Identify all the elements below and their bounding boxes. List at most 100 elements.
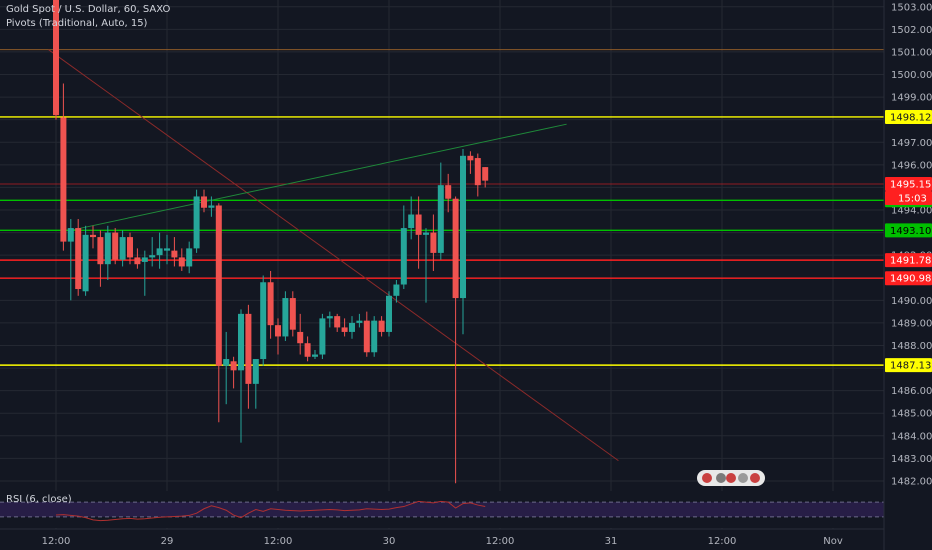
candle-body bbox=[460, 155, 466, 299]
price-tick-label: 1499.00 bbox=[891, 93, 932, 104]
candle[interactable] bbox=[415, 196, 422, 269]
price-tag-box bbox=[885, 358, 932, 373]
candle[interactable] bbox=[186, 241, 193, 274]
candle-body bbox=[67, 228, 74, 242]
price-tag-label: 1490.98 bbox=[890, 274, 931, 285]
candle[interactable] bbox=[104, 225, 111, 280]
time-tick-label: 12:00 bbox=[708, 536, 737, 547]
candle[interactable] bbox=[119, 230, 126, 267]
candle[interactable] bbox=[319, 313, 326, 360]
candle-body bbox=[230, 361, 237, 371]
candle[interactable] bbox=[334, 313, 341, 332]
candle-body bbox=[452, 198, 459, 299]
candle-body bbox=[238, 313, 244, 371]
candle-body bbox=[275, 325, 281, 337]
candle[interactable] bbox=[201, 189, 207, 213]
candle[interactable] bbox=[223, 331, 230, 405]
price-tick-label: 1501.00 bbox=[891, 47, 932, 58]
badge-icon bbox=[716, 473, 726, 483]
candle[interactable] bbox=[297, 313, 304, 355]
candle[interactable] bbox=[252, 359, 259, 409]
candle[interactable] bbox=[75, 219, 82, 296]
badge-icon bbox=[726, 473, 736, 483]
candle[interactable] bbox=[282, 291, 289, 341]
candle[interactable] bbox=[445, 173, 452, 213]
candle[interactable] bbox=[267, 270, 274, 339]
rsi-band bbox=[0, 502, 884, 517]
candle[interactable] bbox=[215, 203, 222, 423]
time-axis[interactable]: 12:00 29 12:00 30 12:00 31 12:00 Nov bbox=[42, 536, 843, 547]
candle[interactable] bbox=[208, 196, 215, 217]
candle[interactable] bbox=[67, 219, 74, 301]
candles[interactable] bbox=[53, 0, 489, 484]
candle[interactable] bbox=[400, 205, 407, 290]
candle[interactable] bbox=[356, 313, 363, 328]
candle[interactable] bbox=[452, 196, 459, 484]
candle-body bbox=[104, 232, 111, 265]
candle-body bbox=[260, 282, 267, 360]
candle[interactable] bbox=[312, 350, 318, 360]
candle[interactable] bbox=[275, 318, 281, 355]
badge-icon bbox=[750, 473, 760, 483]
trendline[interactable] bbox=[70, 123, 567, 231]
candle-body bbox=[423, 232, 429, 235]
candle[interactable] bbox=[178, 248, 185, 271]
candle[interactable] bbox=[149, 237, 156, 267]
candle[interactable] bbox=[423, 228, 429, 303]
candle[interactable] bbox=[193, 189, 200, 253]
candle-body bbox=[467, 155, 474, 161]
candle[interactable] bbox=[60, 83, 67, 251]
candle-body bbox=[178, 257, 185, 267]
candle[interactable] bbox=[482, 167, 489, 188]
candle-body bbox=[149, 255, 156, 258]
candle[interactable] bbox=[82, 225, 89, 296]
candle[interactable] bbox=[371, 316, 378, 357]
candle-body bbox=[349, 322, 355, 332]
candle[interactable] bbox=[171, 237, 178, 267]
indicator-status-badges[interactable] bbox=[697, 470, 765, 486]
candle-body bbox=[82, 234, 89, 292]
candle[interactable] bbox=[164, 234, 170, 265]
candle[interactable] bbox=[238, 309, 244, 443]
candle[interactable] bbox=[260, 275, 267, 366]
candle[interactable] bbox=[437, 162, 444, 260]
candle[interactable] bbox=[53, 0, 59, 120]
trendline[interactable] bbox=[48, 49, 619, 462]
candle[interactable] bbox=[341, 318, 348, 337]
time-tick-label: 12:00 bbox=[42, 536, 71, 547]
candle[interactable] bbox=[430, 214, 437, 271]
candle[interactable] bbox=[378, 316, 385, 337]
candle[interactable] bbox=[141, 250, 148, 296]
rsi-line[interactable] bbox=[55, 500, 486, 522]
candle-body bbox=[156, 248, 163, 256]
candle[interactable] bbox=[97, 230, 104, 287]
candle[interactable] bbox=[408, 196, 415, 240]
price-tick-label: 1490.00 bbox=[891, 296, 932, 307]
candle[interactable] bbox=[230, 356, 237, 389]
candle[interactable] bbox=[467, 151, 474, 174]
candle[interactable] bbox=[393, 280, 400, 303]
candle-body bbox=[267, 282, 274, 326]
candle-body bbox=[186, 248, 193, 267]
candle[interactable] bbox=[349, 316, 355, 339]
candle[interactable] bbox=[474, 153, 481, 197]
price-tick-label: 1485.00 bbox=[891, 409, 932, 420]
candle-body bbox=[164, 248, 170, 251]
candle[interactable] bbox=[304, 336, 311, 362]
candle-body bbox=[445, 185, 452, 199]
candle[interactable] bbox=[127, 232, 133, 265]
candle[interactable] bbox=[134, 248, 141, 269]
candle[interactable] bbox=[326, 311, 333, 328]
candle[interactable] bbox=[245, 304, 252, 409]
candle[interactable] bbox=[289, 291, 296, 337]
candle-body bbox=[408, 214, 415, 229]
candle[interactable] bbox=[363, 311, 370, 357]
trendlines bbox=[48, 49, 619, 462]
candle[interactable] bbox=[112, 228, 119, 265]
candle[interactable] bbox=[386, 291, 392, 337]
price-tick-label: 1484.00 bbox=[891, 431, 932, 442]
candle[interactable] bbox=[90, 225, 96, 249]
candle[interactable] bbox=[460, 149, 466, 335]
candle[interactable] bbox=[156, 232, 163, 269]
